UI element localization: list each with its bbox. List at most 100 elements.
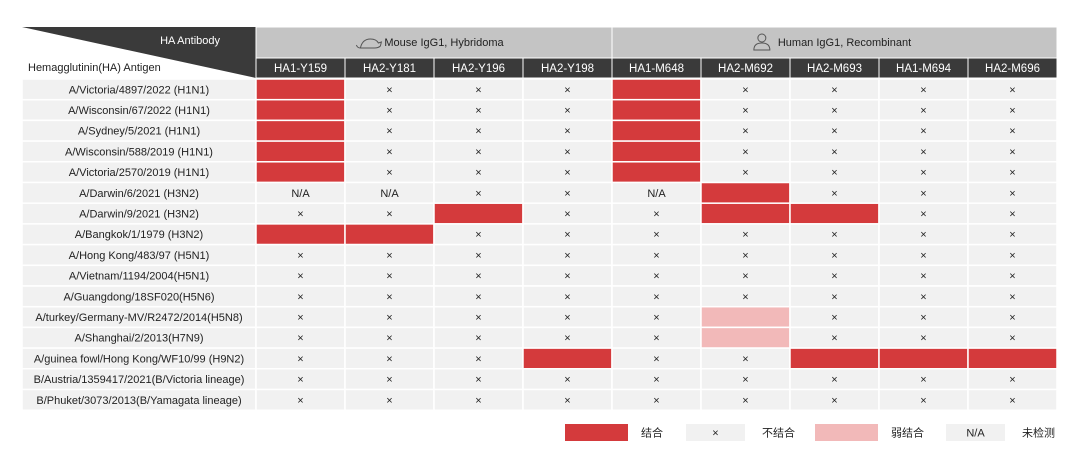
column-header — [967, 57, 1058, 79]
result-label: × — [1009, 105, 1015, 117]
antigen-label: B/Phuket/3073/2013(B/Yamagata lineage) — [36, 395, 241, 407]
result-label: × — [297, 208, 303, 220]
antigen-label: A/Sydney/5/2021 (H1N1) — [78, 126, 200, 138]
result-label: × — [475, 229, 481, 241]
antigen-label: A/Victoria/4897/2022 (H1N1) — [69, 84, 209, 96]
antigen-label: A/Darwin/9/2021 (H3N2) — [79, 208, 199, 220]
legend-box — [946, 424, 1005, 441]
result-label: × — [475, 395, 481, 407]
result-label: × — [564, 271, 570, 283]
result-label: × — [653, 395, 659, 407]
result-label: × — [564, 291, 570, 303]
binding-cell — [522, 347, 613, 370]
result-label: × — [1009, 229, 1015, 241]
binding-cell — [255, 140, 346, 163]
result-label: × — [297, 374, 303, 386]
corner-top-label: HA Antibody — [160, 35, 220, 47]
result-label: × — [386, 84, 392, 96]
result-label: N/A — [647, 188, 666, 200]
legend-label: 不结合 — [762, 425, 795, 439]
result-label: × — [564, 395, 570, 407]
result-label: × — [386, 333, 392, 345]
antigen-label: A/Vietnam/1194/2004(H5N1) — [69, 271, 209, 283]
corner-bottom-label: Hemagglutinin(HA) Antigen — [28, 62, 161, 74]
result-label: × — [742, 146, 748, 158]
antigen-label: A/turkey/Germany-MV/R2472/2014(H5N8) — [35, 312, 242, 324]
column-header-label: HA2-Y196 — [452, 63, 505, 75]
result-label: × — [742, 291, 748, 303]
binding-cell — [967, 347, 1058, 370]
result-label: × — [831, 250, 837, 262]
person-icon-body — [753, 42, 771, 51]
result-label: × — [1009, 271, 1015, 283]
result-label: × — [297, 353, 303, 365]
result-label: × — [653, 291, 659, 303]
result-label: × — [742, 126, 748, 138]
result-label: × — [831, 105, 837, 117]
result-label: × — [297, 291, 303, 303]
result-label: × — [475, 312, 481, 324]
antigen-label: A/Victoria/2570/2019 (H1N1) — [69, 167, 209, 179]
result-label: × — [742, 374, 748, 386]
result-label: × — [386, 271, 392, 283]
result-label: × — [475, 105, 481, 117]
result-label: × — [386, 250, 392, 262]
result-label: × — [920, 291, 926, 303]
result-label: × — [920, 208, 926, 220]
binding-cell — [700, 305, 791, 329]
person-icon-head — [757, 33, 767, 43]
result-label: × — [386, 126, 392, 138]
result-label: × — [475, 250, 481, 262]
result-label: × — [1009, 333, 1015, 345]
result-label: × — [920, 333, 926, 345]
result-label: × — [742, 84, 748, 96]
result-label: × — [564, 126, 570, 138]
result-label: × — [920, 84, 926, 96]
antigen-label: A/Guangdong/18SF020(H5N6) — [63, 291, 214, 303]
result-label: × — [386, 395, 392, 407]
result-label: × — [831, 312, 837, 324]
binding-cell — [255, 223, 346, 246]
binding-cell — [255, 98, 346, 122]
result-label: × — [386, 167, 392, 179]
result-label: × — [831, 188, 837, 200]
result-label: × — [1009, 167, 1015, 179]
binding-cell — [255, 161, 346, 184]
result-label: × — [742, 167, 748, 179]
antigen-label: A/guinea fowl/Hong Kong/WF10/99 (H9N2) — [34, 353, 244, 365]
result-label: × — [475, 271, 481, 283]
result-label: × — [564, 312, 570, 324]
result-label: × — [920, 374, 926, 386]
result-label: × — [297, 312, 303, 324]
result-label: × — [920, 167, 926, 179]
corner-diagonal — [22, 27, 256, 78]
result-label: × — [564, 374, 570, 386]
result-label: × — [920, 229, 926, 241]
result-label: × — [653, 271, 659, 283]
result-label: × — [920, 271, 926, 283]
binding-cell — [789, 347, 880, 370]
legend-label: 未检测 — [1022, 425, 1055, 439]
result-label: × — [475, 353, 481, 365]
binding-cell — [700, 202, 791, 225]
result-label: × — [1009, 84, 1015, 96]
result-label: N/A — [291, 188, 310, 200]
antigen-label: A/Bangkok/1/1979 (H3N2) — [75, 229, 203, 241]
result-label: × — [920, 126, 926, 138]
legend-symbol: × — [712, 427, 718, 439]
result-label: × — [1009, 208, 1015, 220]
binding-cell — [700, 181, 791, 204]
antigen-label: A/Wisconsin/588/2019 (H1N1) — [65, 146, 213, 158]
result-label: × — [386, 353, 392, 365]
result-label: × — [386, 291, 392, 303]
result-label: × — [920, 146, 926, 158]
legend-swatch — [565, 424, 628, 441]
group-header-label: Human IgG1, Recombinant — [778, 37, 911, 49]
binding-cell — [255, 78, 346, 101]
result-label: N/A — [380, 188, 399, 200]
antigen-label: A/Wisconsin/67/2022 (H1N1) — [68, 105, 210, 117]
column-header-label: HA2-Y181 — [363, 63, 416, 75]
result-label: × — [386, 105, 392, 117]
result-label: × — [475, 291, 481, 303]
